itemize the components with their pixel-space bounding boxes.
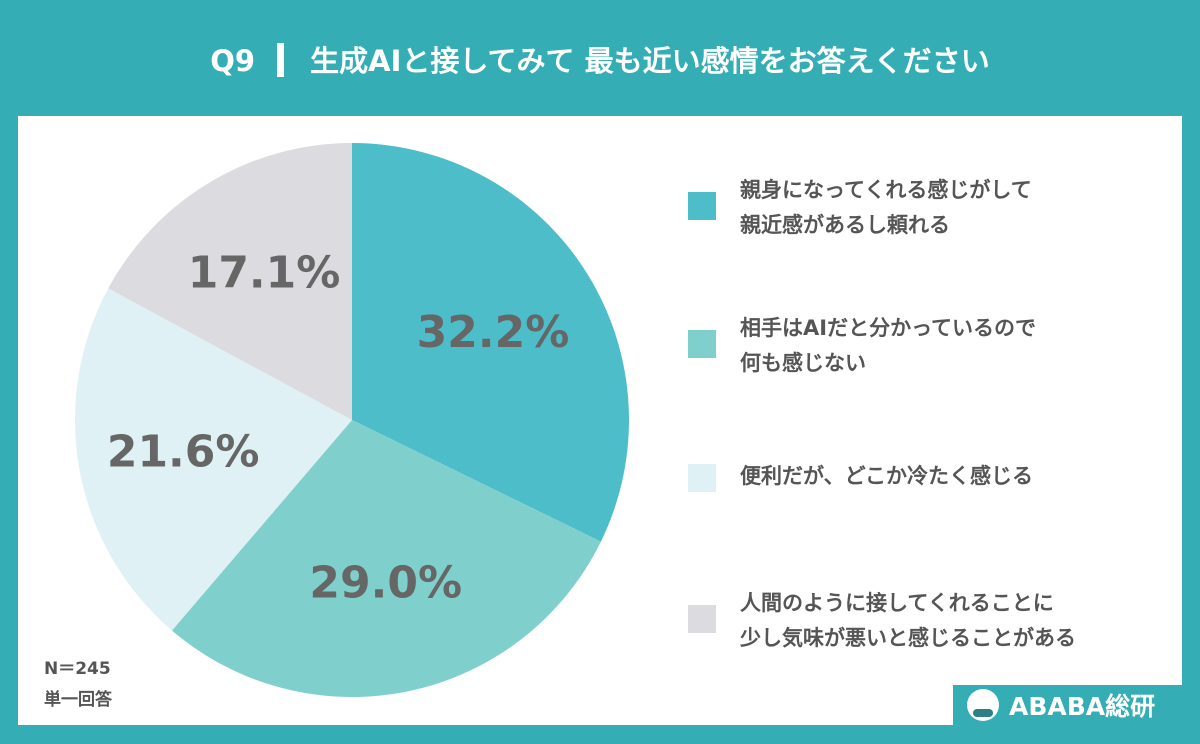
question-number: Q9	[210, 44, 256, 78]
legend-label: 人間のように接してくれることに 少し気味が悪いと感じることがある	[740, 591, 1076, 650]
sample-size: N＝245	[44, 659, 111, 679]
question-text: 生成AIと接してみて 最も近い感情をお答えください	[310, 44, 990, 78]
pie-slice	[75, 288, 352, 631]
alpaca-logo-icon	[967, 689, 999, 721]
legend-label: 相手はAIだと分かっているので 何も感じない	[740, 316, 1037, 375]
pie-slice	[352, 143, 629, 542]
chart-title: Q9 生成AIと接してみて 最も近い感情をお答えください	[0, 38, 1200, 80]
legend-swatch	[688, 464, 716, 492]
legend-swatch	[688, 605, 716, 633]
answer-type: 単一回答	[44, 690, 112, 710]
slice-data-label: 29.0%	[309, 558, 462, 609]
legend-label: 便利だが、どこか冷たく感じる	[740, 464, 1033, 488]
title-divider	[277, 43, 285, 77]
logo-text: ABABA総研	[1009, 692, 1156, 721]
pie-slice	[108, 143, 352, 420]
logo: ABABA総研	[953, 685, 1200, 725]
pie-slice	[171, 420, 601, 697]
footnote: N＝245 単一回答	[44, 654, 112, 716]
slice-data-label: 32.2%	[417, 307, 570, 358]
legend-label: 親身になってくれる感じがして 親近感があるし頼れる	[740, 178, 1032, 237]
legend-swatch	[688, 192, 716, 220]
legend-swatch	[688, 330, 716, 358]
slice-data-label: 17.1%	[188, 247, 341, 298]
slice-data-label: 21.6%	[107, 426, 260, 477]
